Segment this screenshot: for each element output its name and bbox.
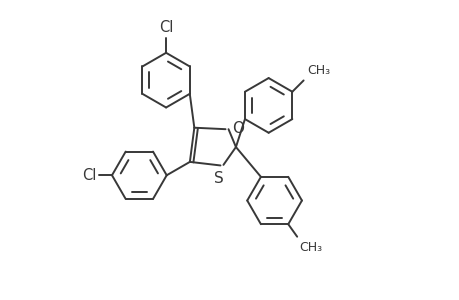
Text: Cl: Cl bbox=[158, 20, 173, 35]
Text: O: O bbox=[232, 121, 244, 136]
Text: Cl: Cl bbox=[82, 168, 96, 183]
Text: CH₃: CH₃ bbox=[307, 64, 330, 77]
Text: CH₃: CH₃ bbox=[299, 241, 322, 254]
Text: S: S bbox=[213, 171, 223, 186]
